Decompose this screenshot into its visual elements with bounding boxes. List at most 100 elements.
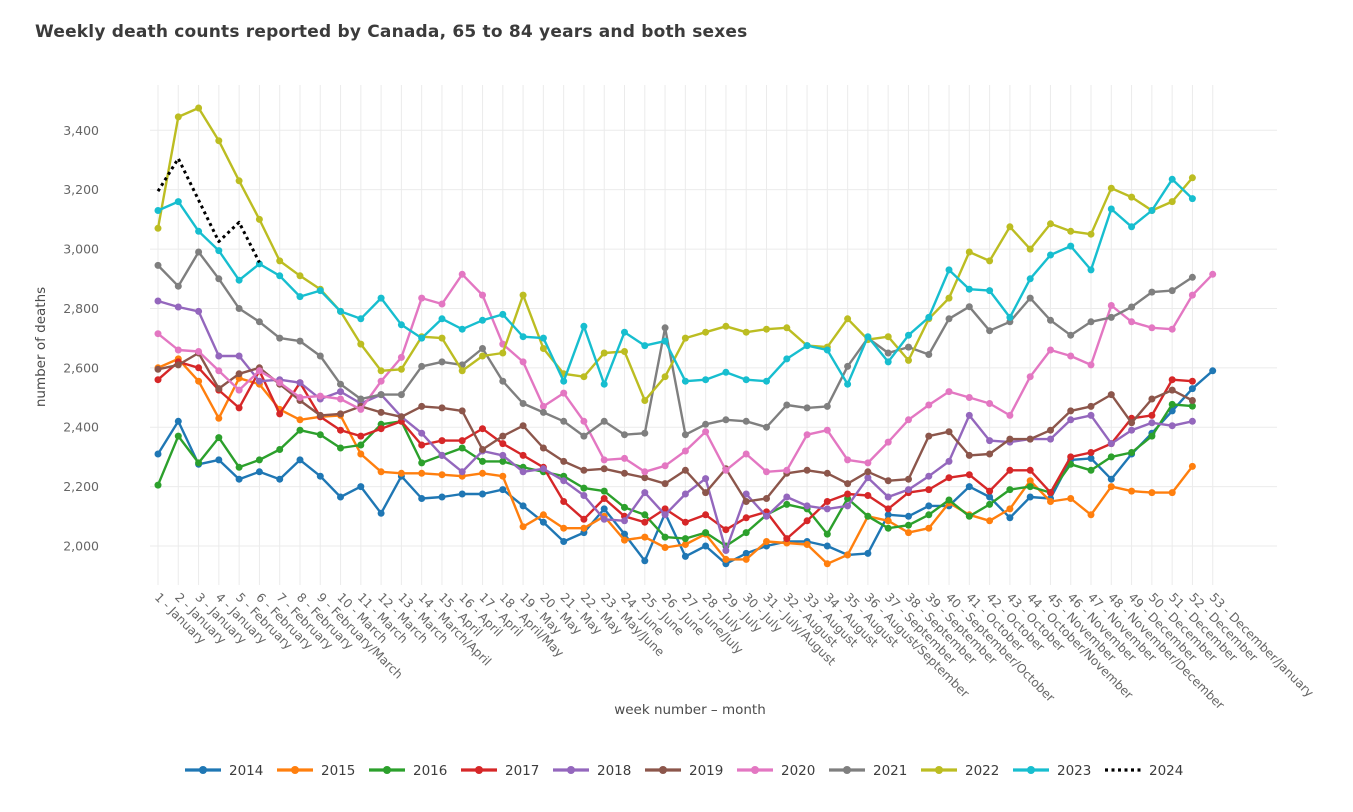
legend-item-2021[interactable]: 2021 [829,763,907,779]
data-point-2019 [377,408,385,416]
legend-item-2015[interactable]: 2015 [277,763,355,779]
data-point-2014 [438,493,446,501]
data-point-2016 [621,503,628,511]
data-point-2019 [945,428,953,436]
data-point-2020 [1087,361,1095,369]
legend-marker-dot-2014 [199,766,207,774]
data-point-2018 [925,472,933,480]
data-point-2021 [1026,294,1034,302]
data-point-2023 [479,316,486,324]
data-point-2020 [1168,325,1176,333]
data-point-2019 [925,432,933,440]
data-point-2015 [418,469,426,477]
data-point-2022 [1128,193,1136,201]
data-point-2017 [823,498,831,505]
data-point-2022 [499,349,507,357]
legend-item-2018[interactable]: 2018 [553,763,631,779]
data-point-2015 [905,529,912,537]
legend-item-2024[interactable]: 2024 [1105,763,1183,779]
data-point-2018 [742,490,750,498]
data-point-2018 [763,512,770,520]
data-point-2021 [600,417,608,425]
data-point-2020 [864,459,872,467]
data-point-2020 [905,416,912,424]
data-point-2014 [235,475,243,483]
data-point-2017 [235,404,243,412]
legend-item-2022[interactable]: 2022 [921,763,999,779]
data-point-2015 [641,533,649,541]
data-point-2022 [884,333,892,341]
data-point-2020 [458,270,466,278]
data-point-2015 [823,560,831,568]
data-point-2018 [519,468,527,476]
data-point-2015 [1148,489,1156,497]
data-point-2016 [661,533,669,541]
data-point-2014 [458,490,466,498]
data-point-2019 [1168,386,1176,394]
series-line-2018 [157,299,1193,552]
data-point-2021 [621,431,628,439]
y-tick-label: 3,000 [63,242,99,257]
y-axis-title: number of deaths [33,287,49,407]
data-point-2020 [1047,346,1054,354]
data-point-2016 [255,456,263,464]
data-point-2015 [296,416,304,424]
data-point-2021 [763,423,770,431]
data-point-2022 [215,137,223,145]
data-point-2023 [905,331,912,339]
legend-item-2017[interactable]: 2017 [461,763,539,779]
data-point-2019 [580,466,588,474]
data-point-2022 [763,325,770,333]
data-point-2019 [661,480,669,488]
data-point-2022 [357,340,365,348]
data-point-2023 [681,377,689,385]
data-point-2019 [884,477,892,485]
x-axis-title: week number – month [614,702,766,718]
legend-item-2023[interactable]: 2023 [1013,763,1091,779]
data-point-2015 [580,524,588,532]
legend-item-2019[interactable]: 2019 [645,763,723,779]
data-point-2017 [681,518,689,526]
data-point-2020 [965,394,973,401]
series-line-2015 [157,357,1194,565]
data-point-2018 [499,451,507,459]
legend-item-2016[interactable]: 2016 [369,763,447,779]
data-point-2022 [1067,227,1075,235]
series-2017 [154,358,1196,543]
data-point-2020 [276,379,284,387]
data-point-2022 [1006,223,1014,231]
data-point-2018 [215,352,223,360]
data-point-2023 [397,321,405,329]
data-point-2021 [945,315,953,323]
data-point-2020 [1067,352,1075,360]
data-point-2017 [722,526,730,534]
data-point-2016 [600,487,608,495]
y-tick-label: 2,400 [63,420,99,435]
data-point-2021 [1047,316,1054,324]
data-point-2023 [560,377,568,385]
data-point-2014 [174,417,182,425]
data-point-2016 [154,481,162,489]
data-point-2022 [681,334,689,342]
data-point-2018 [580,492,588,499]
legend-item-2020[interactable]: 2020 [737,763,815,779]
data-point-2021 [560,417,568,425]
data-point-2022 [458,367,466,375]
data-point-2021 [844,362,852,370]
legend-label-2021: 2021 [873,763,907,779]
legend-label-2023: 2023 [1057,763,1091,779]
data-point-2021 [986,327,994,335]
data-point-2016 [235,463,243,471]
legend-item-2014[interactable]: 2014 [185,763,263,779]
y-tick-label: 3,400 [63,123,99,138]
data-point-2017 [641,518,649,526]
data-point-2015 [1128,487,1136,495]
data-point-2017 [1148,411,1156,419]
data-point-2014 [296,456,304,464]
data-point-2014 [681,552,689,560]
data-point-2017 [1047,489,1054,497]
data-point-2017 [154,376,162,384]
data-point-2016 [276,446,284,453]
data-point-2015 [722,555,730,563]
